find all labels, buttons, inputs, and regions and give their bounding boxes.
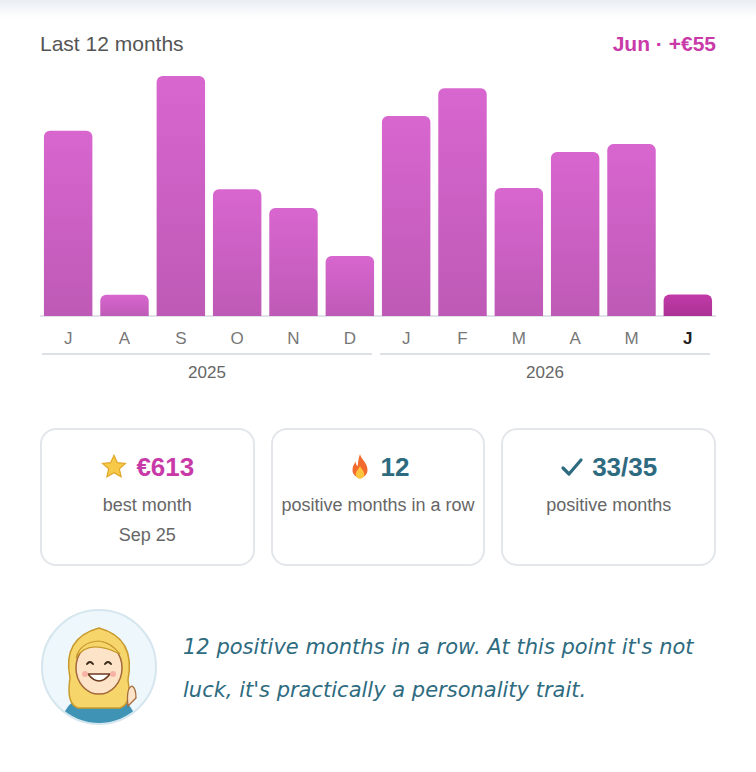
- html-text:Jun · +€55: Jun · +€55: [612, 32, 716, 55]
- svg-text:M: M: [512, 329, 526, 348]
- html-text:33/35: 33/35: [592, 451, 658, 482]
- html-text:Sep 25: Sep 25: [118, 525, 176, 545]
- html-text:12 positive months in a row. A: 12 positive months in a row. At this poi…: [183, 635, 694, 702]
- svg-text:M: M: [624, 329, 638, 348]
- html-text:12: 12: [380, 451, 410, 482]
- html-text:2025: 2025: [188, 363, 226, 382]
- svg-text:J: J: [64, 329, 73, 348]
- svg-text:S: S: [175, 329, 186, 348]
- html-text:positive months in a row: positive months in a row: [281, 495, 475, 515]
- html-text:€613: €613: [136, 451, 195, 482]
- svg-text:A: A: [569, 329, 581, 348]
- svg-text:J: J: [683, 329, 692, 348]
- html-text:2026: 2026: [526, 363, 564, 382]
- html-text:Last 12 months: Last 12 months: [40, 32, 184, 55]
- svg-text:N: N: [287, 329, 299, 348]
- html-text:best month: best month: [102, 495, 192, 515]
- svg-text:O: O: [231, 329, 244, 348]
- svg-text:D: D: [344, 329, 356, 348]
- svg-text:F: F: [457, 329, 467, 348]
- svg-text:J: J: [402, 329, 411, 348]
- svg-text:A: A: [119, 329, 131, 348]
- html-text:positive months: positive months: [546, 495, 672, 515]
